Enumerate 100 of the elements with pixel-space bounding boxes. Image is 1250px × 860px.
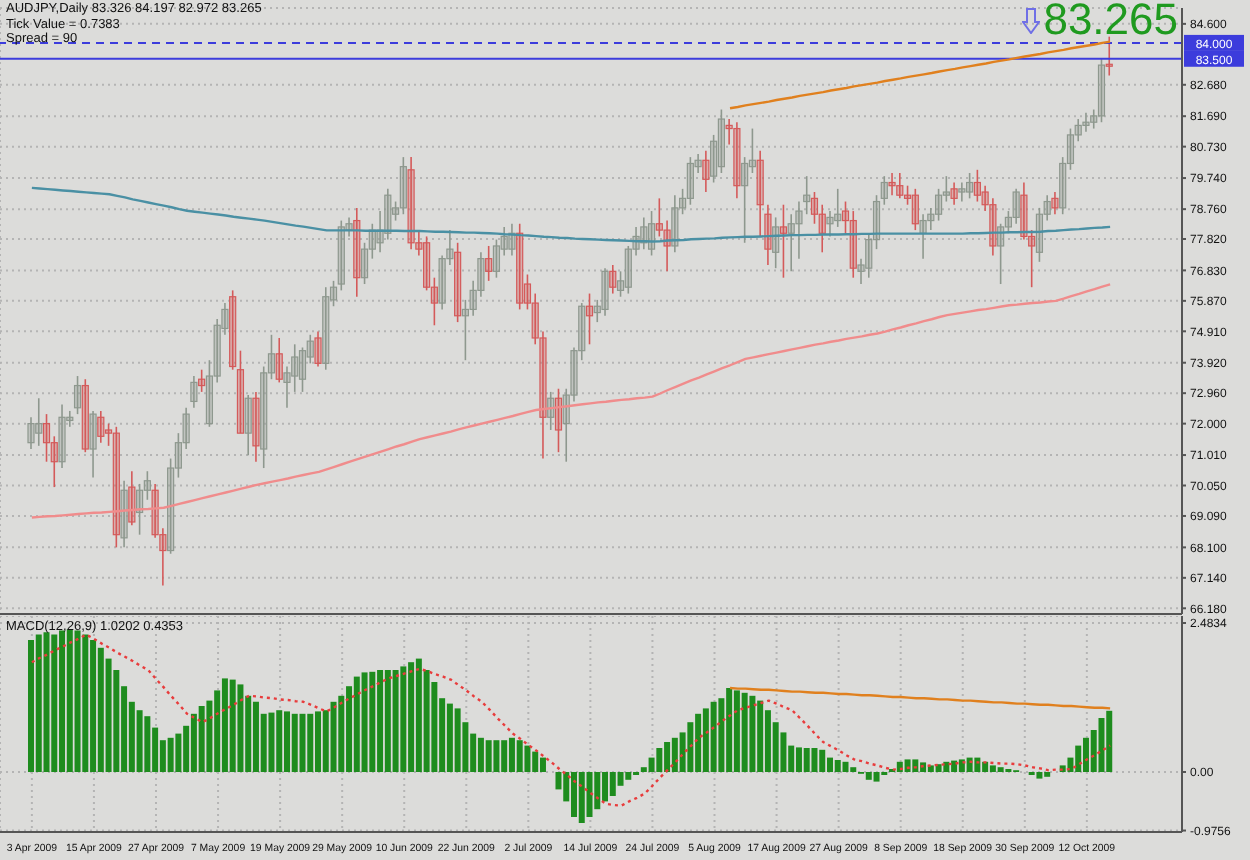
- bar: [989, 765, 996, 772]
- line-series: [728, 40, 1112, 110]
- bar: [252, 701, 259, 772]
- candlestick: [865, 232, 873, 279]
- candlestick: [35, 397, 43, 447]
- bar: [400, 666, 407, 772]
- candlestick: [236, 349, 245, 434]
- bar: [726, 688, 733, 772]
- candlestick: [104, 422, 113, 447]
- candlestick: [485, 245, 493, 282]
- bar: [268, 712, 275, 772]
- candlestick: [624, 245, 632, 295]
- bar: [702, 708, 709, 772]
- bar: [795, 747, 802, 772]
- candlestick: [376, 210, 384, 254]
- candlestick: [702, 149, 710, 193]
- candlestick: [244, 394, 252, 457]
- bar: [710, 701, 717, 772]
- candlestick: [337, 219, 345, 292]
- candlestick: [841, 200, 850, 235]
- candlestick: [368, 222, 376, 260]
- candlestick: [663, 219, 671, 273]
- candlestick: [1028, 229, 1036, 288]
- bar: [516, 740, 523, 772]
- candlestick: [989, 197, 997, 257]
- candlestick: [112, 426, 120, 549]
- candlestick: [438, 254, 446, 311]
- candlestick: [679, 188, 687, 216]
- bar: [664, 742, 671, 772]
- candlestick: [1066, 127, 1075, 171]
- candlestick: [151, 483, 159, 539]
- bar: [695, 713, 702, 772]
- bar: [330, 701, 337, 772]
- bar: [361, 672, 368, 772]
- candlestick: [826, 210, 834, 238]
- candlestick: [291, 343, 299, 393]
- bar: [322, 710, 329, 772]
- bar: [446, 703, 453, 772]
- candlestick: [500, 226, 508, 257]
- candlestick: [523, 273, 532, 311]
- candlestick: [1090, 108, 1098, 130]
- candlestick: [58, 403, 66, 469]
- candlestick: [97, 410, 105, 444]
- candlestick: [803, 175, 811, 216]
- candlestick: [616, 270, 625, 298]
- bar: [237, 684, 244, 772]
- candlestick: [958, 181, 966, 203]
- candlestick: [934, 188, 943, 222]
- bar: [966, 757, 973, 772]
- candlestick: [469, 280, 477, 317]
- candlestick: [159, 527, 167, 587]
- candlestick: [345, 216, 353, 238]
- candlestick: [399, 156, 407, 216]
- line-series: [728, 686, 1112, 710]
- bar: [299, 713, 306, 772]
- candlestick: [27, 416, 35, 450]
- candlestick: [942, 175, 950, 203]
- candlestick: [461, 299, 469, 361]
- candlestick: [531, 292, 539, 346]
- bar: [198, 706, 205, 772]
- candlestick: [849, 210, 857, 279]
- candlestick: [306, 334, 314, 365]
- bar: [571, 772, 577, 817]
- candlestick: [298, 346, 307, 393]
- candlestick: [1105, 35, 1113, 77]
- bar: [1106, 710, 1113, 772]
- bar: [377, 670, 384, 772]
- bar: [602, 772, 609, 802]
- bar: [594, 772, 601, 810]
- candlestick: [1097, 57, 1106, 124]
- candlestick: [174, 432, 182, 479]
- bar: [477, 737, 484, 772]
- bar: [733, 690, 740, 772]
- bar: [609, 772, 616, 796]
- candlestick: [779, 203, 788, 279]
- candlestick: [66, 410, 74, 428]
- candlestick: [423, 235, 431, 292]
- bar: [904, 759, 911, 772]
- bar: [82, 634, 89, 772]
- candlestick: [267, 334, 276, 381]
- candlestick: [554, 387, 563, 453]
- candlestick: [725, 118, 733, 146]
- bar: [190, 713, 197, 772]
- bar: [803, 748, 810, 772]
- bar: [51, 634, 58, 772]
- candlestick: [710, 134, 718, 184]
- bar: [485, 740, 492, 772]
- bar: [749, 695, 756, 772]
- candlestick: [353, 207, 361, 298]
- bar: [532, 751, 539, 772]
- bar: [524, 745, 531, 772]
- bar: [229, 679, 236, 772]
- candlestick: [252, 391, 260, 463]
- bar: [819, 749, 826, 772]
- bar: [167, 737, 174, 772]
- candlestick: [143, 470, 151, 501]
- candlestick: [686, 156, 694, 206]
- candlestick: [609, 264, 617, 295]
- bar: [1082, 737, 1089, 772]
- bar: [43, 632, 50, 772]
